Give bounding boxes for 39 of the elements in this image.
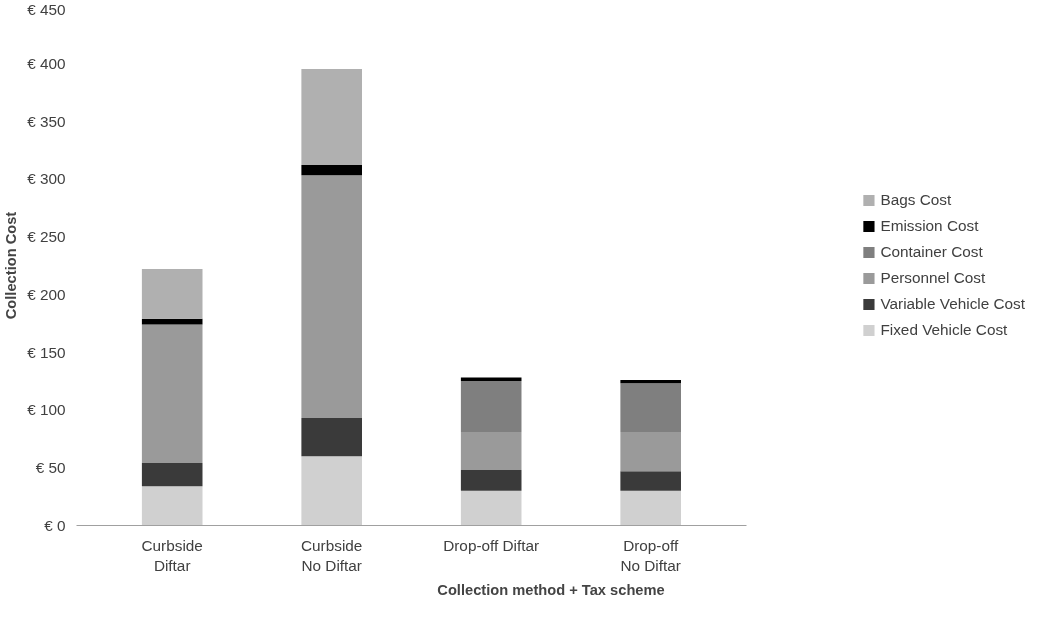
x-tick-label: Drop-off No Diftar	[620, 536, 681, 574]
y-tick-label: € 400	[27, 54, 66, 72]
bar	[620, 383, 681, 432]
y-tick-label: € 0	[44, 517, 66, 534]
x-axis-title: Collection method + Tax scheme	[437, 581, 665, 598]
y-axis-title: Collection Cost	[3, 211, 20, 320]
legend-label: Container Cost	[880, 243, 983, 261]
x-tick-label: Curbside Diftar	[141, 536, 203, 574]
y-tick-label: € 100	[27, 401, 66, 419]
bar	[460, 490, 522, 526]
y-tick-label: € 200	[27, 285, 66, 303]
bar	[620, 431, 681, 472]
bar	[141, 463, 203, 487]
bar	[301, 69, 362, 165]
bar	[301, 456, 362, 526]
x-tick-label: Drop-off Diftar	[443, 536, 540, 554]
bar	[460, 470, 522, 491]
bar	[141, 486, 203, 526]
legend-label: Emission Cost	[880, 217, 979, 235]
legend-label: Fixed Vehicle Cost	[880, 321, 1008, 339]
bar	[301, 418, 362, 457]
bar	[620, 490, 681, 526]
legend-label: Variable Vehicle Cost	[880, 295, 1025, 313]
bar	[460, 381, 522, 432]
y-tick-label: € 50	[35, 459, 66, 477]
bar	[301, 175, 362, 419]
bar	[141, 268, 203, 319]
y-tick-label: € 350	[27, 112, 66, 130]
y-tick-label: € 450	[27, 0, 66, 18]
y-tick-label: € 150	[27, 343, 66, 361]
y-tick-label: € 300	[27, 170, 66, 188]
x-tick-label: Curbside No Diftar	[301, 536, 363, 574]
legend-label: Bags Cost	[880, 191, 952, 209]
bar	[141, 324, 203, 464]
y-tick-label: € 250	[27, 228, 66, 246]
legend-label: Personnel Cost	[880, 269, 986, 287]
bar	[301, 164, 362, 176]
bar	[620, 471, 681, 491]
bar	[460, 431, 522, 471]
